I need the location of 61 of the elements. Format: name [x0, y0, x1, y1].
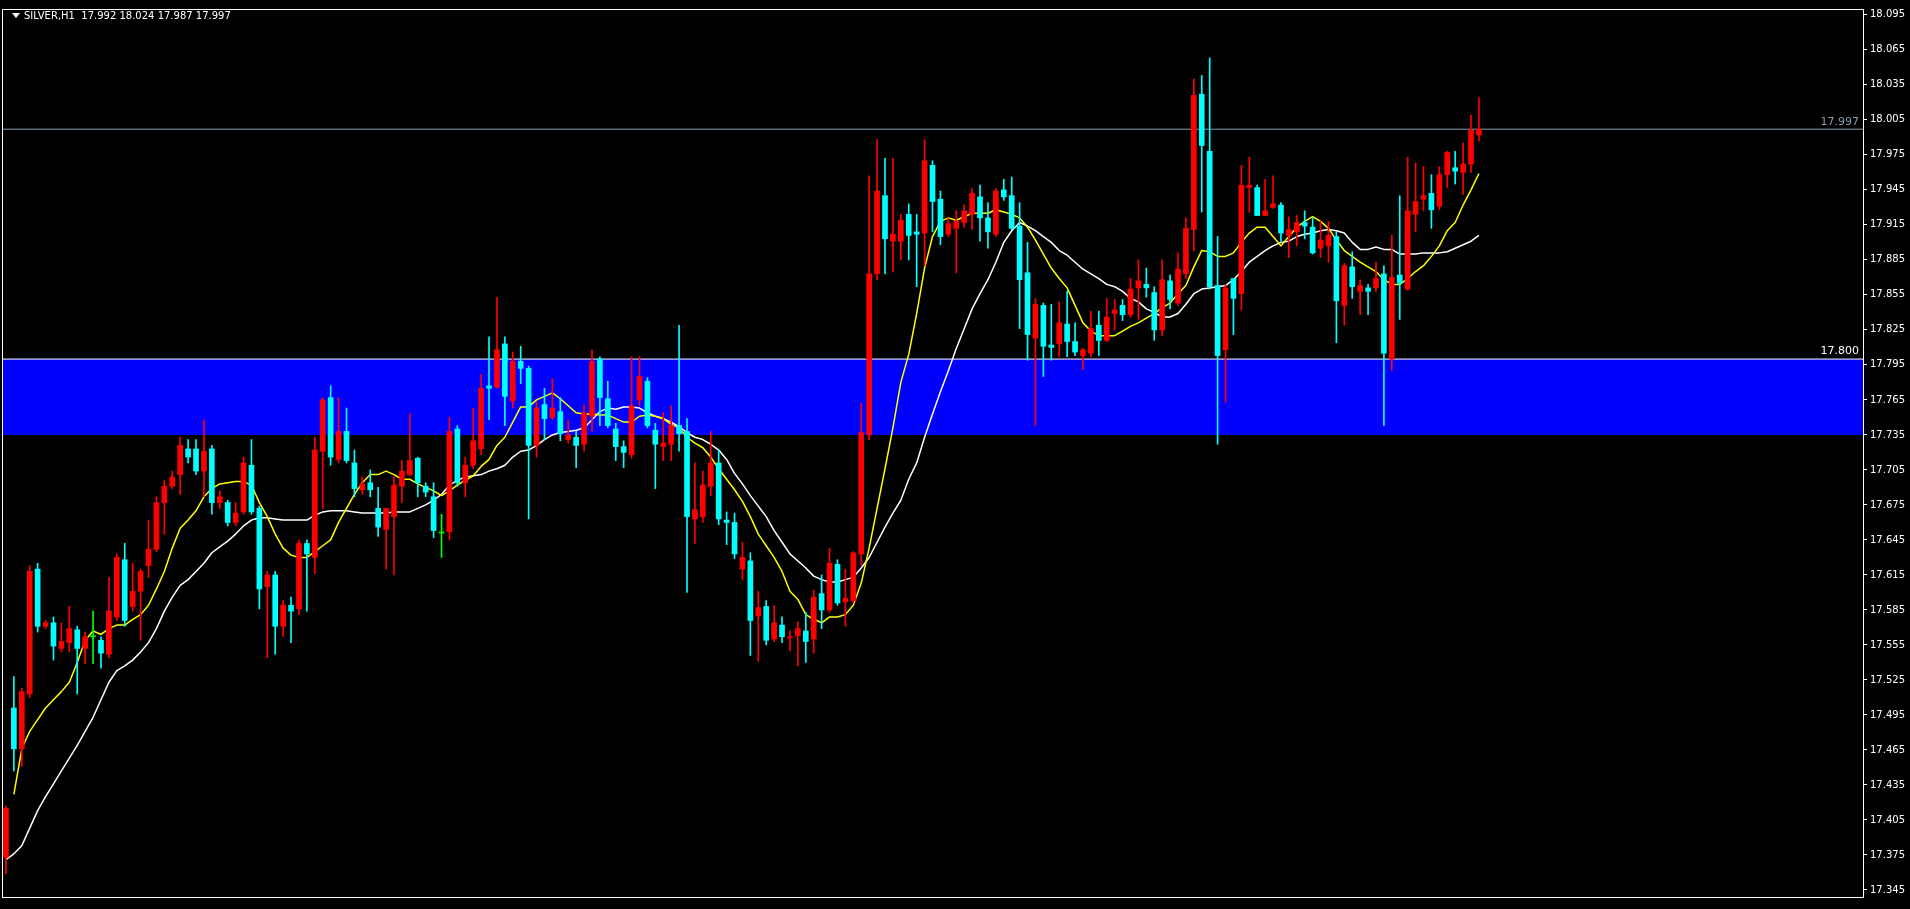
- y-tick-label: 17.975: [1870, 148, 1906, 160]
- y-tick-label: 17.405: [1870, 813, 1906, 825]
- candlestick: [676, 324, 682, 452]
- y-tick-label: 17.675: [1870, 498, 1906, 510]
- candlestick: [1357, 279, 1363, 316]
- y-tick-label: 17.945: [1870, 183, 1906, 195]
- candlestick: [565, 419, 572, 444]
- y-tick-label: 17.795: [1870, 358, 1906, 370]
- y-tick-label: 17.885: [1870, 253, 1906, 265]
- y-tick-label: 17.435: [1870, 778, 1906, 790]
- y-tick-label: 17.525: [1870, 673, 1906, 685]
- y-tick-label: 18.035: [1870, 78, 1906, 90]
- candlestick: [1048, 303, 1055, 361]
- y-tick-label: 17.765: [1870, 393, 1906, 405]
- y-tick-label: 17.645: [1870, 533, 1906, 545]
- candlestick: [1143, 267, 1150, 298]
- candlestick: [1246, 156, 1253, 213]
- candlestick: [264, 571, 271, 659]
- y-tick-label: 17.705: [1870, 463, 1906, 475]
- candlestick: [1476, 97, 1482, 142]
- ref-line-label: 17.997: [1820, 114, 1860, 128]
- y-tick-label: 18.065: [1870, 43, 1906, 55]
- candlestick: [802, 611, 809, 663]
- y-tick-label: 17.585: [1870, 603, 1906, 615]
- candlestick: [1460, 142, 1466, 195]
- y-tick-label: 18.005: [1870, 113, 1906, 125]
- y-tick-label: 17.465: [1870, 743, 1906, 755]
- candlestick: [486, 336, 492, 421]
- candlestick: [201, 419, 207, 498]
- candlestick: [953, 210, 960, 274]
- candlestick: [288, 596, 294, 643]
- y-tick-label: 17.825: [1870, 323, 1906, 335]
- candlestick: [1365, 284, 1371, 316]
- candlestick: [660, 412, 667, 461]
- candlestick: [795, 621, 801, 667]
- y-tick-label: 17.735: [1870, 428, 1906, 440]
- candlestick: [755, 590, 762, 662]
- candlestick: [90, 610, 96, 664]
- candlestick: [1396, 195, 1403, 320]
- y-tick-label: 18.095: [1870, 8, 1906, 20]
- candlestick: [1301, 210, 1308, 240]
- candlestick: [573, 431, 579, 468]
- y-tick-label: 17.915: [1870, 218, 1906, 230]
- y-tick-label: 17.855: [1870, 288, 1906, 300]
- candlestick: [1452, 151, 1458, 185]
- y-tick-label: 17.345: [1870, 883, 1906, 895]
- candlestick: [1262, 179, 1268, 216]
- candlestick: [890, 158, 896, 272]
- y-tick-label: 17.495: [1870, 708, 1906, 720]
- y-tick-label: 17.375: [1870, 848, 1906, 860]
- candlestick: [787, 630, 793, 652]
- candlestick: [1270, 175, 1276, 209]
- candlestick: [1286, 216, 1292, 258]
- ref-line-label: 17.800: [1820, 344, 1860, 358]
- candlestick: [517, 345, 524, 384]
- candlestick: [407, 413, 413, 477]
- y-tick-label: 17.555: [1870, 638, 1906, 650]
- candlestick: [304, 539, 310, 612]
- y-tick-label: 17.615: [1870, 568, 1906, 580]
- candlestick: [692, 462, 698, 544]
- chart-title: SILVER,H1 17.992 18.024 17.987 17.997: [24, 10, 231, 21]
